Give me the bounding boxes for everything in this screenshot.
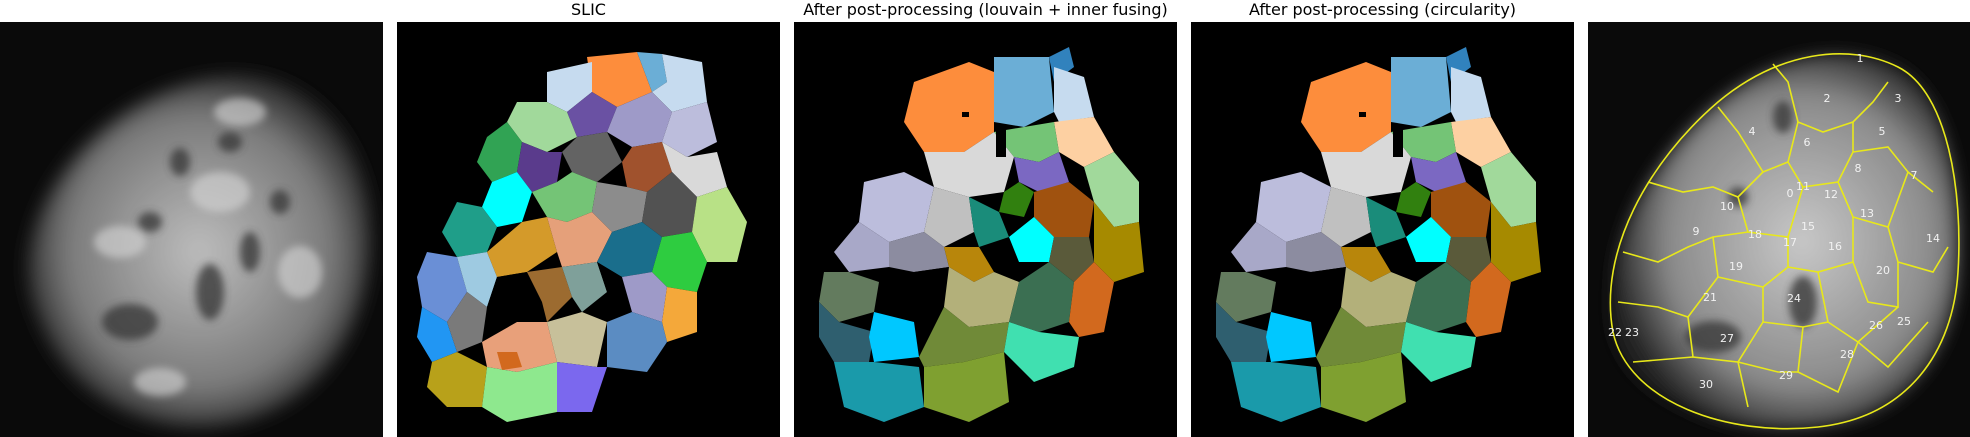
region-label-28: 28	[1840, 348, 1854, 361]
title-slic: SLIC	[571, 0, 606, 19]
region-label-19: 19	[1729, 260, 1743, 273]
region-label-26: 26	[1869, 319, 1883, 332]
region-label-6: 6	[1804, 136, 1811, 149]
region-label-0: 0	[1787, 187, 1794, 200]
title-louvain: After post-processing (louvain + inner f…	[803, 0, 1168, 19]
region-label-14: 14	[1926, 232, 1940, 245]
region-label-12: 12	[1824, 188, 1838, 201]
region-label-4: 4	[1749, 125, 1756, 138]
region-label-25: 25	[1897, 315, 1911, 328]
region-label-27: 27	[1720, 332, 1734, 345]
region-label-15: 15	[1801, 220, 1815, 233]
panel-slic	[397, 22, 780, 437]
panel-overlay: 1 2 3 4 5 6 7 8 9 10 11 0 12 13 14 15 16 17 18 19 20 21 22 23 24…	[1588, 22, 1970, 437]
original-image	[0, 22, 383, 437]
region-label-8: 8	[1855, 162, 1862, 175]
region-label-20: 20	[1876, 264, 1890, 277]
panel-original-image	[0, 22, 383, 437]
region-label-21: 21	[1703, 291, 1717, 304]
region-label-22: 22	[1608, 326, 1622, 339]
circularity-segmentation	[1191, 22, 1574, 437]
slic-segmentation	[397, 22, 780, 437]
panel-louvain	[794, 22, 1177, 437]
region-label-13: 13	[1860, 207, 1874, 220]
region-label-24: 24	[1787, 292, 1801, 305]
region-label-18: 18	[1748, 228, 1762, 241]
region-label-9: 9	[1693, 225, 1700, 238]
region-label-3: 3	[1895, 92, 1902, 105]
region-label-5: 5	[1879, 125, 1886, 138]
region-label-16: 16	[1828, 240, 1842, 253]
region-label-7: 7	[1911, 169, 1918, 182]
region-label-10: 10	[1720, 200, 1734, 213]
region-label-17: 17	[1783, 236, 1797, 249]
region-label-30: 30	[1699, 378, 1713, 391]
region-label-23: 23	[1625, 326, 1639, 339]
title-circularity: After post-processing (circularity)	[1248, 0, 1517, 19]
region-label-1: 1	[1857, 52, 1864, 65]
region-label-2: 2	[1824, 92, 1831, 105]
louvain-segmentation	[794, 22, 1177, 437]
region-outlines	[1609, 53, 1960, 430]
panel-circularity	[1191, 22, 1574, 437]
region-label-29: 29	[1779, 369, 1793, 382]
region-label-11: 11	[1796, 180, 1810, 193]
